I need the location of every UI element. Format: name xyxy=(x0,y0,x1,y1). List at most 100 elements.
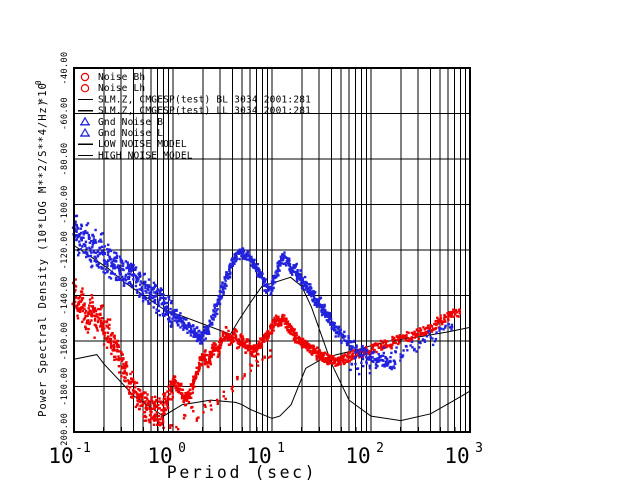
data-point xyxy=(241,345,244,348)
data-point xyxy=(190,392,193,395)
data-point xyxy=(123,379,126,382)
data-point xyxy=(231,385,234,388)
data-point xyxy=(405,335,408,339)
legend-entry[interactable]: SLM.Z, CMGESP(test) LL 3034 2001:281 xyxy=(78,106,311,117)
data-point xyxy=(295,277,299,281)
data-point xyxy=(79,300,82,303)
data-point xyxy=(368,357,371,361)
data-point xyxy=(196,339,199,343)
data-point xyxy=(93,319,97,322)
data-point xyxy=(99,308,102,311)
data-point xyxy=(169,320,172,323)
data-point xyxy=(138,407,141,411)
data-point xyxy=(140,286,144,289)
data-point xyxy=(275,269,278,273)
data-point xyxy=(217,302,220,306)
data-point xyxy=(108,323,111,327)
data-point xyxy=(266,283,269,286)
legend-entry[interactable]: Noise Bh xyxy=(80,72,145,83)
data-point xyxy=(292,330,295,333)
data-point xyxy=(363,347,366,350)
data-point xyxy=(428,332,431,335)
data-point xyxy=(169,424,172,427)
x-tick-label: 10 1 xyxy=(246,441,285,468)
data-point xyxy=(134,405,137,409)
data-point xyxy=(444,320,447,323)
legend-label: SLM.Z, CMGESP(test) LL 3034 2001:281 xyxy=(98,106,311,117)
legend-entry[interactable]: SLM.Z, CMGESP(test) BL 3034 2001:281 xyxy=(78,94,311,105)
data-point xyxy=(220,290,223,294)
data-point xyxy=(410,331,413,335)
data-point xyxy=(168,311,171,314)
data-point xyxy=(134,391,138,394)
data-point xyxy=(406,337,410,340)
data-point xyxy=(379,339,383,343)
data-point xyxy=(343,330,346,334)
data-point xyxy=(110,264,113,268)
data-point xyxy=(74,285,78,288)
legend-entry[interactable]: Noise Lh xyxy=(80,83,145,94)
legend-entry[interactable]: Gnd Noise L xyxy=(79,127,163,139)
data-point xyxy=(341,356,344,360)
data-point xyxy=(431,343,435,347)
data-point xyxy=(113,273,116,276)
data-point xyxy=(81,320,84,324)
data-point xyxy=(389,360,392,364)
data-point xyxy=(379,358,383,362)
data-point xyxy=(83,307,86,311)
data-point xyxy=(320,309,323,312)
data-point xyxy=(256,273,259,277)
data-point xyxy=(391,343,394,346)
data-point xyxy=(87,312,90,315)
data-point xyxy=(130,265,134,268)
data-point xyxy=(442,328,445,331)
data-point xyxy=(327,320,330,323)
data-point xyxy=(86,314,89,318)
data-point xyxy=(102,325,105,328)
data-point xyxy=(229,271,232,274)
data-point xyxy=(172,377,175,380)
data-point xyxy=(328,357,331,360)
legend-entry[interactable]: HIGH NOISE MODEL xyxy=(78,150,193,161)
data-point xyxy=(142,410,145,414)
data-point xyxy=(132,267,135,270)
data-point xyxy=(160,303,163,306)
data-point xyxy=(373,348,376,352)
data-point xyxy=(432,328,436,331)
data-point xyxy=(241,247,244,250)
data-point xyxy=(342,355,345,358)
data-point xyxy=(283,322,287,325)
data-point xyxy=(134,274,137,278)
data-point xyxy=(390,345,393,348)
x-tick-label: 10 3 xyxy=(444,441,483,468)
data-point xyxy=(82,318,86,321)
data-point xyxy=(108,318,112,321)
data-point xyxy=(108,339,112,343)
legend-entry[interactable]: LOW NOISE MODEL xyxy=(78,139,187,150)
data-point xyxy=(266,332,270,335)
data-point xyxy=(121,353,124,356)
data-point xyxy=(139,400,142,404)
data-point xyxy=(74,300,77,303)
legend-entry[interactable]: Gnd Noise B xyxy=(79,116,163,128)
x-tick-base: 10 xyxy=(48,444,73,468)
data-point xyxy=(86,222,90,225)
data-point xyxy=(328,317,331,320)
data-point xyxy=(262,338,266,341)
data-point xyxy=(145,404,148,407)
data-point xyxy=(321,307,324,311)
data-point xyxy=(182,400,185,403)
data-point xyxy=(191,385,194,389)
data-point xyxy=(443,317,446,320)
data-point xyxy=(71,281,75,285)
data-point xyxy=(159,296,162,299)
data-point xyxy=(146,398,149,401)
data-point xyxy=(215,348,218,351)
data-point xyxy=(141,292,145,295)
data-point xyxy=(333,360,336,363)
data-point xyxy=(157,309,161,312)
data-point xyxy=(121,358,124,362)
data-point xyxy=(328,313,332,316)
data-point xyxy=(265,333,268,336)
